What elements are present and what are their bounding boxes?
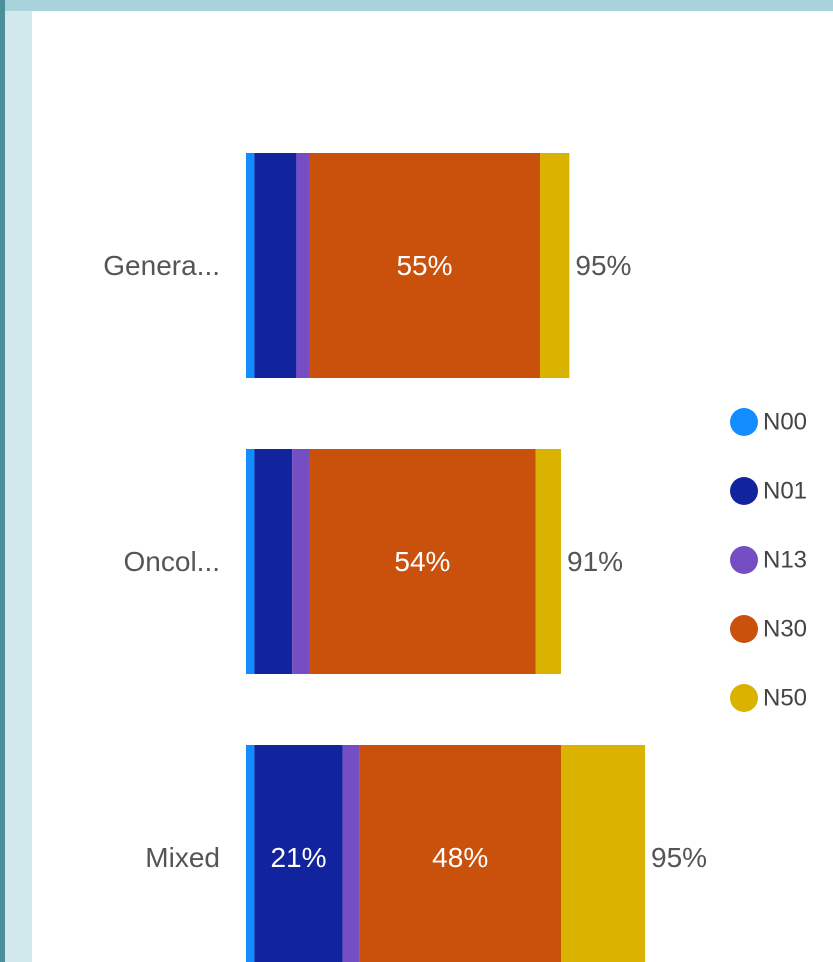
bar-segment-n00[interactable]: [246, 449, 255, 674]
bar-segment-n50[interactable]: [540, 153, 570, 378]
bar-segment-n50[interactable]: [535, 449, 561, 674]
bar-segment-n00[interactable]: [246, 745, 255, 962]
legend-marker-n13: [730, 546, 758, 574]
legend-marker-n01: [730, 477, 758, 505]
legend-marker-n30: [730, 615, 758, 643]
bar-segment-n30[interactable]: [309, 153, 540, 378]
bar-segment-n13[interactable]: [342, 745, 360, 962]
top-band: [0, 0, 833, 11]
bar-segment-n01[interactable]: [254, 449, 293, 674]
bar-segment-n30[interactable]: [309, 449, 536, 674]
bar-segment-n00[interactable]: [246, 153, 255, 378]
legend-marker-n50: [730, 684, 758, 712]
bar-segment-n01[interactable]: [254, 745, 343, 962]
bar-segment-n30[interactable]: [359, 745, 561, 962]
legend-label: N13: [763, 547, 807, 574]
data-label: 48%: [432, 842, 488, 873]
data-label: 55%: [396, 250, 452, 281]
left-edge: [0, 0, 5, 962]
data-label: 21%: [270, 842, 326, 873]
legend-label: N30: [763, 616, 807, 643]
bar-segment-n13[interactable]: [296, 153, 309, 378]
total-label: 91%: [567, 546, 623, 577]
category-label: Oncol...: [124, 546, 220, 577]
bar-segment-n13[interactable]: [292, 449, 309, 674]
category-label: Mixed: [145, 842, 220, 873]
bar-segment-n50[interactable]: [561, 745, 645, 962]
legend-label: N00: [763, 409, 807, 436]
legend-label: N50: [763, 685, 807, 712]
total-label: 95%: [575, 250, 631, 281]
legend-marker-n00: [730, 408, 758, 436]
category-label: Genera...: [103, 250, 220, 281]
total-label: 95%: [651, 842, 707, 873]
data-label: 54%: [394, 546, 450, 577]
bar-segment-n01[interactable]: [254, 153, 297, 378]
legend-label: N01: [763, 478, 807, 505]
